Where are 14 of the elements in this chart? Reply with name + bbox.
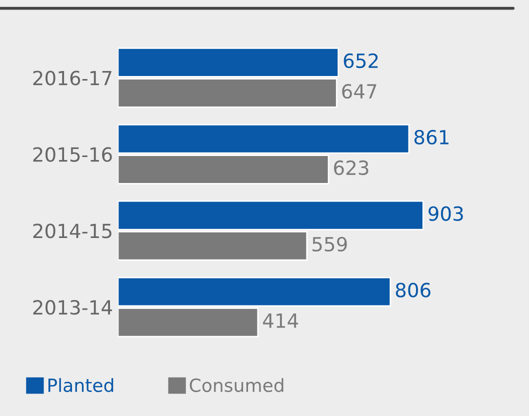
data-label: 861 (414, 130, 448, 145)
data-label: 903 (428, 206, 463, 221)
y-tick-label: 2013-14 (33, 300, 112, 315)
y-tick-label: 2014-15 (33, 224, 112, 238)
data-label: 647 (342, 84, 376, 99)
data-label: 806 (396, 282, 430, 298)
y-tick-label: 2015-16 (33, 147, 112, 162)
data-label: 623 (334, 160, 368, 176)
data-label: 559 (312, 236, 347, 252)
data-label: 414 (263, 314, 298, 328)
data-label: 652 (344, 53, 378, 68)
legend-label: Planted (48, 378, 114, 392)
legend-label: Consumed (190, 378, 284, 392)
y-tick-label: 2016-17 (33, 70, 112, 86)
